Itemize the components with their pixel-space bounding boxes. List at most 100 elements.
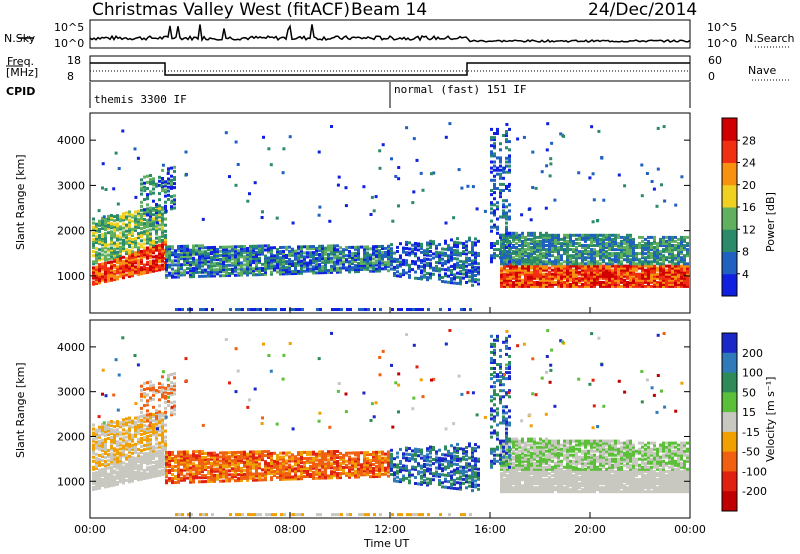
power-cell <box>171 271 174 275</box>
velocity-cell <box>222 467 225 471</box>
power-cell <box>423 267 426 271</box>
power-cell <box>505 123 509 126</box>
power-cell <box>234 273 237 277</box>
velocity-cell <box>158 451 161 455</box>
power-cell <box>110 242 113 246</box>
power-cell <box>444 239 447 243</box>
power-cell <box>152 181 155 185</box>
power-cell <box>101 220 104 224</box>
power-cell <box>213 272 216 276</box>
velocity-cell <box>285 471 288 475</box>
power-cell <box>474 265 477 269</box>
velocity-cell <box>149 434 152 438</box>
velocity-cell <box>276 465 279 469</box>
power-cell <box>158 215 161 219</box>
power-cell <box>462 242 465 245</box>
power-cell <box>435 244 438 248</box>
power-cell <box>363 249 366 253</box>
power-cell <box>539 244 542 247</box>
power-cell <box>500 244 503 247</box>
velocity-cell <box>155 452 158 456</box>
power-cell <box>608 272 611 276</box>
power-cell <box>602 280 605 284</box>
power-cell <box>119 254 122 257</box>
power-cell <box>557 268 560 272</box>
velocity-cell <box>234 461 237 465</box>
velocity-cell <box>98 435 101 439</box>
power-cell <box>255 254 258 258</box>
power-cell <box>342 248 345 252</box>
power-cell <box>496 168 499 172</box>
power-cell <box>539 258 542 262</box>
power-cell <box>104 271 107 275</box>
power-cell <box>357 262 360 265</box>
power-cell <box>447 256 450 260</box>
power-cell <box>92 276 95 280</box>
power-cell <box>297 251 300 255</box>
power-cell <box>161 251 164 255</box>
power-cell <box>563 274 566 278</box>
power-cell <box>113 276 116 280</box>
power-cell <box>125 259 128 263</box>
power-cell <box>521 268 524 272</box>
velocity-cell <box>110 430 113 434</box>
power-cell <box>560 284 563 288</box>
power-cell <box>493 136 496 140</box>
power-cell <box>656 258 659 262</box>
power-cell <box>122 242 125 246</box>
power-cell <box>551 260 554 264</box>
velocity-cell <box>300 457 303 461</box>
power-cell <box>336 270 339 274</box>
power-cell <box>110 272 113 276</box>
velocity-cell <box>110 444 113 448</box>
velocity-cell <box>134 474 137 478</box>
velocity-cell <box>255 458 258 462</box>
power-cell <box>137 242 140 246</box>
power-cell <box>95 278 98 281</box>
power-cell <box>530 264 533 268</box>
velocity-cell <box>107 449 110 453</box>
power-cell <box>647 256 650 260</box>
power-cell <box>551 262 554 266</box>
velocity-cell <box>198 480 201 484</box>
power-cell <box>527 233 530 237</box>
velocity-cell <box>264 472 267 476</box>
power-cell <box>149 234 152 238</box>
velocity-cell <box>270 476 273 480</box>
power-cell <box>161 241 164 245</box>
power-cell <box>414 252 417 256</box>
power-cell <box>158 179 161 183</box>
velocity-cell <box>195 454 198 458</box>
velocity-cell <box>155 454 158 458</box>
power-cell <box>587 272 590 276</box>
power-cell <box>662 237 665 241</box>
velocity-cell <box>110 432 113 436</box>
power-cell <box>671 282 674 286</box>
power-cell <box>113 233 116 237</box>
power-cell <box>444 247 447 251</box>
power-cell <box>429 262 432 266</box>
power-cell <box>493 254 496 258</box>
power-cell <box>165 273 168 277</box>
power-cell <box>474 267 477 271</box>
velocity-cell <box>95 428 98 432</box>
power-cell <box>128 272 131 276</box>
power-cell <box>572 260 575 264</box>
power-cell <box>469 308 472 311</box>
power-cell <box>500 262 503 266</box>
velocity-cell <box>146 381 149 385</box>
power-cell <box>645 172 649 175</box>
power-cell <box>453 249 456 252</box>
velocity-cell <box>155 446 158 450</box>
velocity-cell <box>177 458 180 462</box>
power-cell <box>629 254 632 258</box>
velocity-cell <box>113 459 116 463</box>
power-cell <box>399 260 402 264</box>
velocity-cell <box>155 430 158 434</box>
velocity-cell <box>161 434 164 438</box>
power-cell <box>128 228 131 232</box>
power-cell <box>128 260 131 264</box>
power-cell <box>155 269 158 272</box>
power-cell <box>569 237 572 241</box>
power-cell <box>411 268 414 272</box>
